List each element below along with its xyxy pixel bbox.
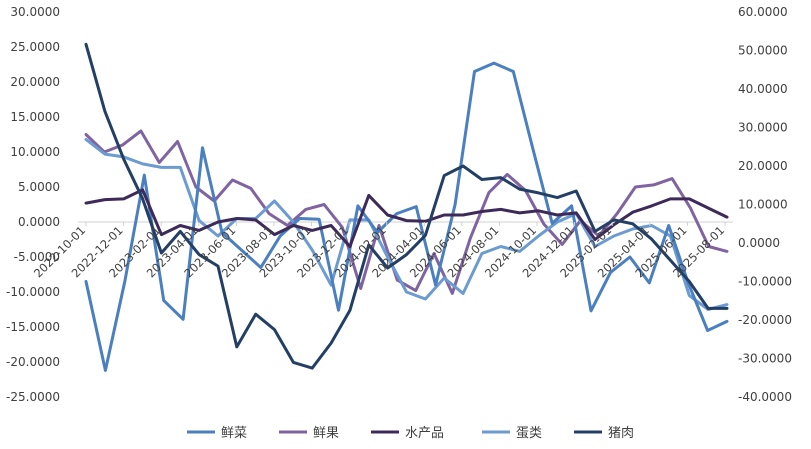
right-tick-label: 40.0000 (738, 82, 788, 96)
left-tick-label: 20.0000 (10, 75, 60, 89)
left-tick-label: -5.0000 (14, 250, 60, 264)
series-line-4 (84, 137, 729, 311)
right-tick-label: 50.0000 (738, 44, 788, 58)
left-tick-label: 25.0000 (10, 40, 60, 54)
left-tick-label: 30.0000 (10, 5, 60, 19)
left-tick-label: 0.0000 (18, 215, 60, 229)
left-tick-label: 15.0000 (10, 110, 60, 124)
right-tick-label: -40.0000 (738, 390, 792, 404)
left-axis: -25.0000 -20.0000 -15.0000 -10.0000 -5.0000 0… (6, 5, 60, 404)
left-tick-label: 5.0000 (18, 180, 60, 194)
legend-label: 鲜菜 (221, 426, 247, 441)
right-tick-label: 0.0000 (738, 236, 780, 250)
series-line-1 (84, 61, 729, 372)
series-line-2 (84, 129, 729, 295)
left-tick-label: -20.0000 (6, 355, 60, 369)
series-lines (84, 42, 729, 372)
legend-label: 水产品 (405, 426, 444, 441)
right-tick-label: 20.0000 (738, 159, 788, 173)
right-tick-label: -20.0000 (738, 313, 792, 327)
right-axis: -40.0000 -30.0000 -20.0000 -10.0000 0.0000 10… (738, 5, 792, 404)
left-tick-label: -10.0000 (6, 285, 60, 299)
legend-label: 蛋类 (516, 426, 542, 441)
right-tick-label: 30.0000 (738, 121, 788, 135)
right-tick-label: 10.0000 (738, 198, 788, 212)
left-tick-label: 10.0000 (10, 145, 60, 159)
legend-label: 猪肉 (608, 426, 634, 441)
left-tick-label: -15.0000 (6, 320, 60, 334)
legend: 鲜菜 鲜果 水产品 蛋类 猪肉 (187, 426, 634, 441)
left-tick-label: -25.0000 (6, 390, 60, 404)
right-tick-label: -30.0000 (738, 352, 792, 366)
right-tick-label: -10.0000 (738, 275, 792, 289)
series-line-5 (84, 42, 729, 370)
legend-label: 鲜果 (313, 426, 339, 441)
right-tick-label: 60.0000 (738, 5, 788, 19)
